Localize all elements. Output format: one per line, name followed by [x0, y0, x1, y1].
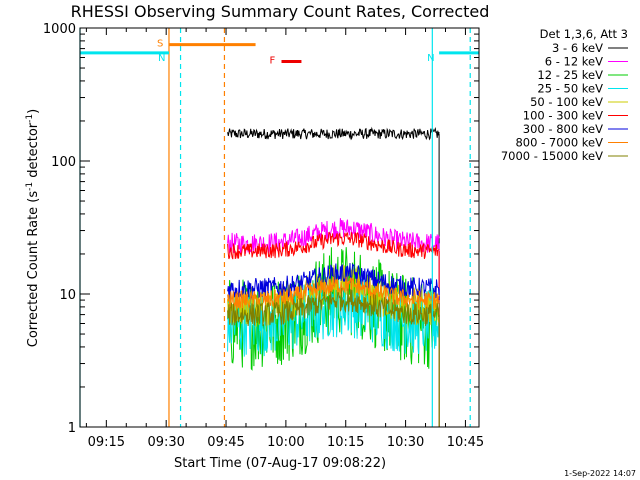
legend-label-1: 6 - 12 keV: [545, 55, 603, 69]
x-tick-label-4: 10:15: [327, 435, 364, 450]
x-tick-label-5: 10:30: [387, 435, 424, 450]
footer-date: 1-Sep-2022 14:07: [564, 469, 636, 478]
x-tick-label-3: 10:00: [267, 435, 304, 450]
plot-frame: [79, 27, 480, 428]
interval-label-2: N: [427, 53, 434, 64]
plot-area: [227, 126, 440, 427]
legend-header: Det 1,3,6, Att 3: [540, 27, 628, 41]
interval-label-3: F: [269, 55, 275, 66]
y-tick-label-3: 1000: [43, 22, 76, 37]
x-axis: 09:15 09:30 09:45 10:00 10:15 10:30 10:45: [85, 28, 484, 450]
series-line-8: [227, 287, 440, 327]
interval-label-1: N: [158, 53, 165, 64]
legend-label-2: 12 - 25 keV: [537, 68, 603, 82]
legend-label-3: 25 - 50 keV: [537, 82, 603, 96]
y-tick-label-1: 10: [59, 288, 76, 303]
x-tick-label-0: 09:15: [88, 435, 125, 450]
series-line-4: [227, 265, 440, 327]
annotations: SN NF: [79, 28, 479, 427]
y-tick-label-2: 100: [51, 155, 76, 170]
chart-title: RHESSI Observing Summary Count Rates, Co…: [71, 2, 490, 21]
legend-label-6: 300 - 800 keV: [523, 122, 603, 136]
legend-label-5: 100 - 300 keV: [523, 109, 603, 123]
x-axis-label: Start Time (07-Aug-17 09:08:22): [174, 456, 386, 471]
interval-label-0: S: [157, 39, 163, 50]
x-tick-label-6: 10:45: [447, 435, 484, 450]
legend-label-0: 3 - 6 keV: [552, 41, 603, 55]
legend-label-8: 7000 - 15000 keV: [501, 149, 603, 163]
legend-label-7: 800 - 7000 keV: [515, 136, 603, 150]
legend-label-4: 50 - 100 keV: [530, 95, 603, 109]
x-tick-label-2: 09:45: [207, 435, 244, 450]
x-tick-label-1: 09:30: [147, 435, 184, 450]
y-tick-label-0: 1: [68, 421, 76, 436]
y-axis-label: Corrected Count Rate (s-1 detector-1): [25, 109, 41, 347]
series-line-3: [227, 274, 440, 357]
series-line-5: [227, 231, 440, 260]
series-line-0: [227, 126, 440, 141]
series-line-7: [227, 276, 440, 310]
y-axis: 1 10 100 1000: [43, 22, 479, 436]
